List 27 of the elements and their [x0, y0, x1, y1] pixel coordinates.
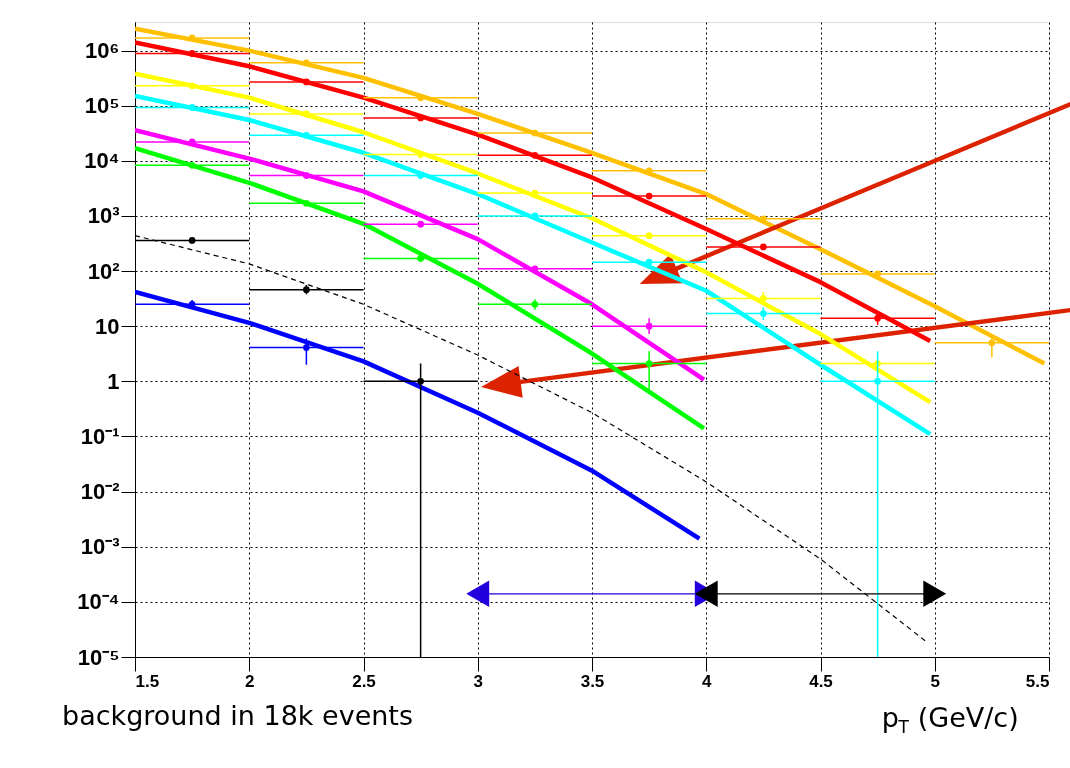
y-tick-label: 10⁻⁴ [77, 589, 120, 615]
line-series [135, 127, 707, 382]
x-tick-label: 3 [473, 671, 483, 691]
y-tick-label: 1 [107, 368, 120, 394]
y-tick-label: 10² [87, 258, 120, 284]
y-tick-label: 10⁻² [80, 479, 120, 505]
y-tick-label: 10⁵ [84, 93, 120, 119]
x-tick-label: 5 [930, 671, 940, 691]
line-series [135, 40, 933, 344]
y-tick-label: 10 [95, 313, 120, 339]
x-tick-label: 4 [702, 671, 713, 691]
y-tick-label: 10⁴ [84, 148, 120, 174]
y-tick-label: 10⁶ [84, 38, 120, 64]
x-tick-label: 4.5 [809, 671, 833, 691]
line-series [135, 289, 702, 541]
x-tick-label: 3.5 [580, 671, 605, 691]
x-tick-label: 5.5 [1025, 671, 1050, 691]
y-tick-label: 10⁻³ [80, 534, 120, 560]
line-series [135, 145, 707, 431]
x-tick-label: 2 [245, 671, 255, 691]
y-tick-label: 10⁻¹ [80, 423, 120, 449]
text: background in 18k events [62, 700, 414, 731]
line-series [135, 26, 1047, 366]
x-tick-label: 2.5 [352, 671, 376, 691]
x-tick-label: 1.5 [135, 671, 160, 691]
y-tick-label: 10³ [87, 203, 120, 229]
y-tick-label: 10⁻⁵ [77, 644, 120, 670]
